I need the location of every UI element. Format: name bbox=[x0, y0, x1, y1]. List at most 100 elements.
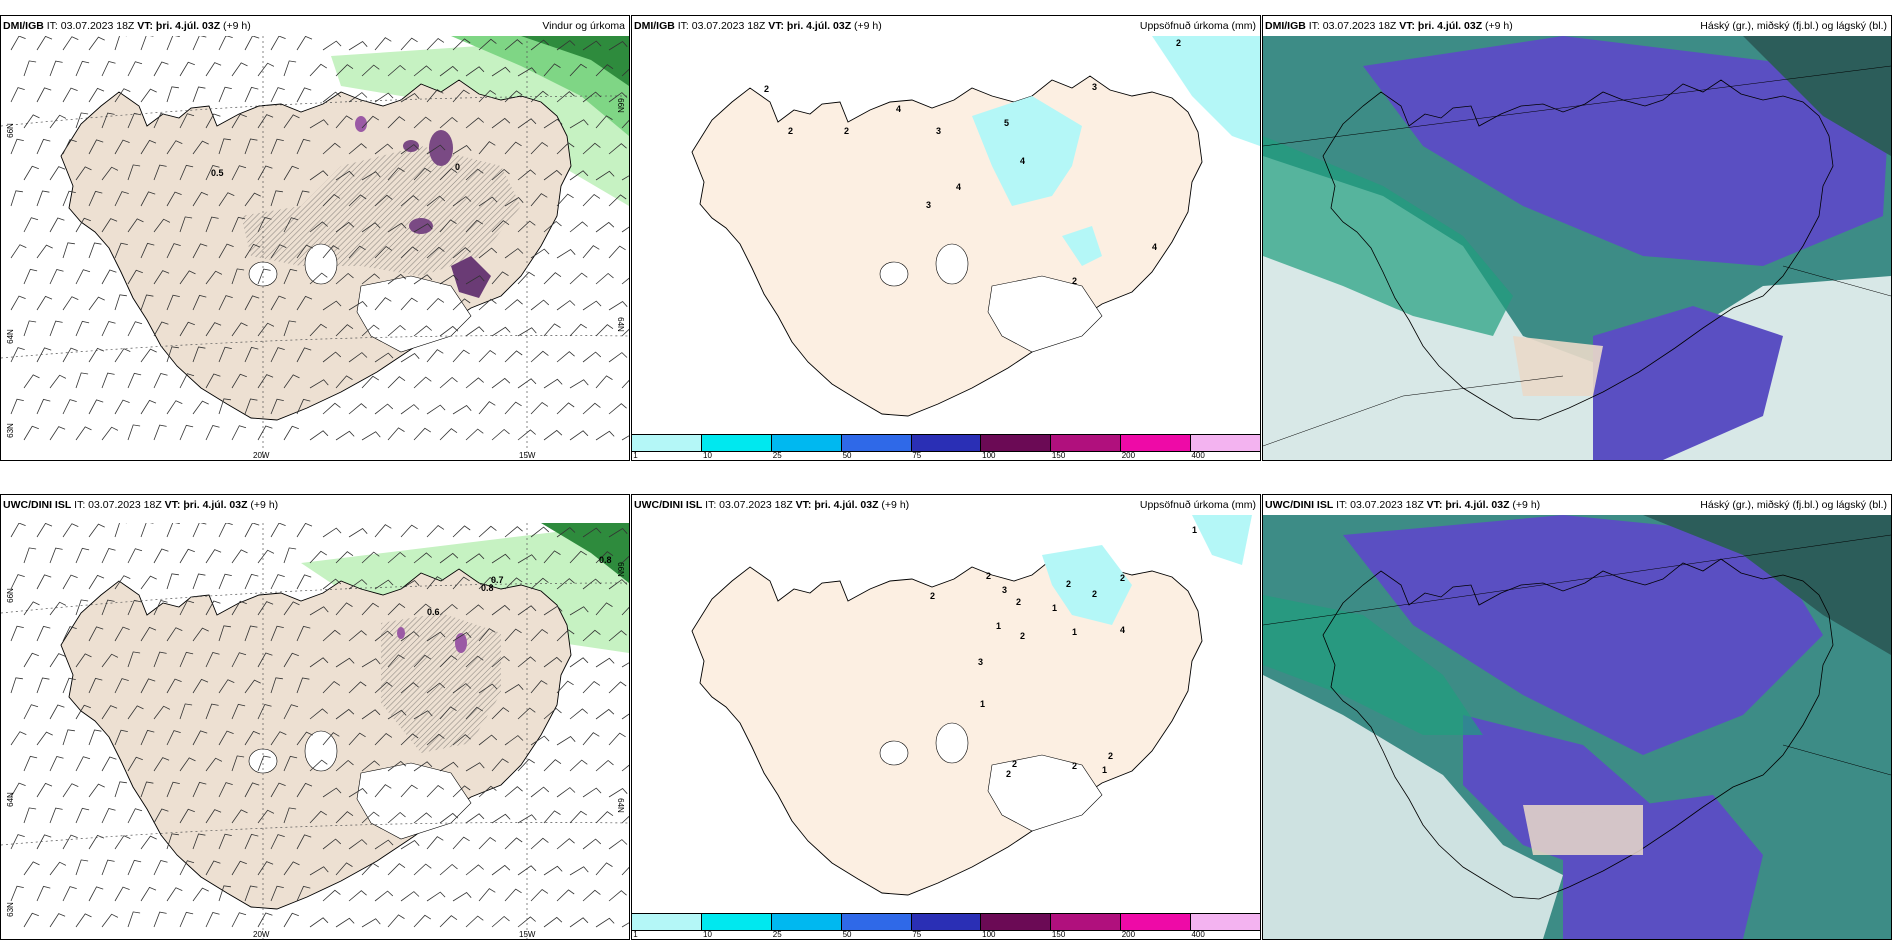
wind-barb bbox=[179, 548, 195, 564]
wind-barb bbox=[140, 36, 154, 51]
wind-barb bbox=[517, 656, 536, 668]
wind-barb bbox=[595, 115, 613, 129]
wind-barb bbox=[426, 733, 445, 746]
precip-shade-dark bbox=[541, 523, 629, 583]
wind-barb bbox=[296, 87, 312, 103]
wind-barb bbox=[413, 552, 432, 564]
lon-tick: 20W bbox=[253, 451, 270, 460]
panel-header: DMI/IGB IT: 03.07.2023 18Z VT: þri. 4.jú… bbox=[1, 16, 629, 36]
precip-label: 2 bbox=[788, 126, 793, 136]
wind-barb bbox=[517, 118, 537, 129]
wind-barb bbox=[517, 758, 536, 772]
wind-barb bbox=[361, 431, 381, 441]
wind-barb bbox=[478, 683, 498, 694]
wind-barb bbox=[504, 196, 524, 207]
wind-barb bbox=[400, 631, 420, 642]
wind-barb bbox=[244, 573, 259, 590]
wind-barb bbox=[543, 272, 562, 285]
wind-barb bbox=[179, 600, 195, 616]
wind-barb bbox=[192, 730, 208, 746]
wind-barb bbox=[205, 549, 222, 564]
wind-barb bbox=[270, 677, 283, 694]
wind-barb bbox=[465, 428, 484, 441]
wind-barb bbox=[309, 606, 329, 616]
lat-tick: 66N bbox=[5, 123, 15, 138]
wind-barb bbox=[556, 193, 574, 207]
land-clear bbox=[1513, 336, 1603, 396]
wind-barb bbox=[23, 807, 37, 824]
wind-barb bbox=[309, 119, 329, 129]
lead-time: (+9 h) bbox=[1509, 499, 1541, 511]
glacier bbox=[879, 261, 909, 287]
wind-barb bbox=[62, 190, 76, 207]
wind-barb bbox=[283, 114, 300, 129]
wind-barb bbox=[101, 859, 115, 876]
wind-barb bbox=[257, 374, 274, 389]
wind-barb bbox=[114, 678, 129, 694]
wind-barb bbox=[231, 652, 247, 668]
wind-barb bbox=[244, 398, 258, 415]
wind-barb bbox=[465, 168, 484, 181]
wind-barb bbox=[504, 577, 523, 590]
init-time: IT: 03.07.2023 18Z bbox=[1333, 499, 1427, 511]
wind-barb bbox=[335, 221, 355, 233]
wind-barb bbox=[205, 322, 222, 337]
wind-barb bbox=[36, 244, 53, 259]
wind-barb bbox=[621, 379, 629, 389]
colorbar-label: 75 bbox=[912, 451, 922, 460]
wind-barb bbox=[270, 625, 284, 642]
wind-barb bbox=[465, 326, 485, 337]
wind-barb bbox=[36, 523, 53, 538]
wind-barb bbox=[166, 86, 179, 103]
wind-panel-bottom: UWC/DINI ISL IT: 03.07.2023 18Z VT: þri.… bbox=[0, 494, 630, 940]
wind-barb bbox=[452, 196, 472, 207]
graticule bbox=[1, 95, 629, 127]
wind-barb bbox=[101, 269, 117, 285]
wind-barb bbox=[88, 190, 103, 207]
wind-barb bbox=[608, 579, 628, 590]
wind-barb bbox=[582, 300, 602, 311]
wind-barb bbox=[257, 601, 274, 616]
wind-barb bbox=[10, 885, 24, 902]
init-time: IT: 03.07.2023 18Z bbox=[43, 20, 138, 32]
wind-barb bbox=[530, 735, 550, 746]
wind-barb bbox=[244, 523, 260, 538]
wind-barb bbox=[348, 92, 368, 103]
wind-barb bbox=[595, 64, 614, 77]
wind-barb bbox=[348, 681, 367, 694]
wind-barb bbox=[543, 323, 561, 337]
graticule bbox=[1, 335, 629, 359]
precip-label: 1 bbox=[1192, 525, 1197, 535]
precip-blob bbox=[451, 256, 491, 298]
wind-barb bbox=[621, 866, 629, 876]
wind-barb bbox=[270, 347, 285, 363]
wind-barb bbox=[153, 164, 167, 181]
wind-barb bbox=[348, 143, 367, 155]
land-clear bbox=[1523, 805, 1643, 855]
wind-barb bbox=[127, 911, 141, 928]
wind-barb bbox=[348, 403, 367, 415]
wind-barb bbox=[582, 245, 600, 259]
precip-label: 0.8 bbox=[481, 583, 494, 593]
wind-barb bbox=[75, 599, 89, 616]
wind-barb bbox=[23, 547, 37, 564]
precip-label: 2 bbox=[1108, 751, 1113, 761]
wind-barb bbox=[127, 112, 142, 129]
wind-barb bbox=[192, 627, 209, 642]
wind-barb bbox=[62, 296, 79, 311]
wind-barb bbox=[205, 165, 220, 181]
precip-label: 2 bbox=[1092, 589, 1097, 599]
precip-label: 3 bbox=[978, 657, 983, 667]
wind-barb bbox=[348, 194, 367, 207]
wind-barb bbox=[296, 677, 310, 694]
wind-barb bbox=[491, 428, 510, 441]
wind-barb bbox=[452, 631, 472, 642]
wind-barb bbox=[530, 680, 548, 694]
precip-panel-top: DMI/IGB IT: 03.07.2023 18Z VT: þri. 4.jú… bbox=[631, 15, 1261, 461]
wind-barb bbox=[127, 859, 142, 876]
wind-barb bbox=[582, 351, 602, 363]
precip-blob bbox=[409, 218, 433, 234]
wind-barb bbox=[530, 888, 549, 902]
wind-barb bbox=[140, 88, 157, 103]
wind-barb bbox=[556, 680, 574, 694]
